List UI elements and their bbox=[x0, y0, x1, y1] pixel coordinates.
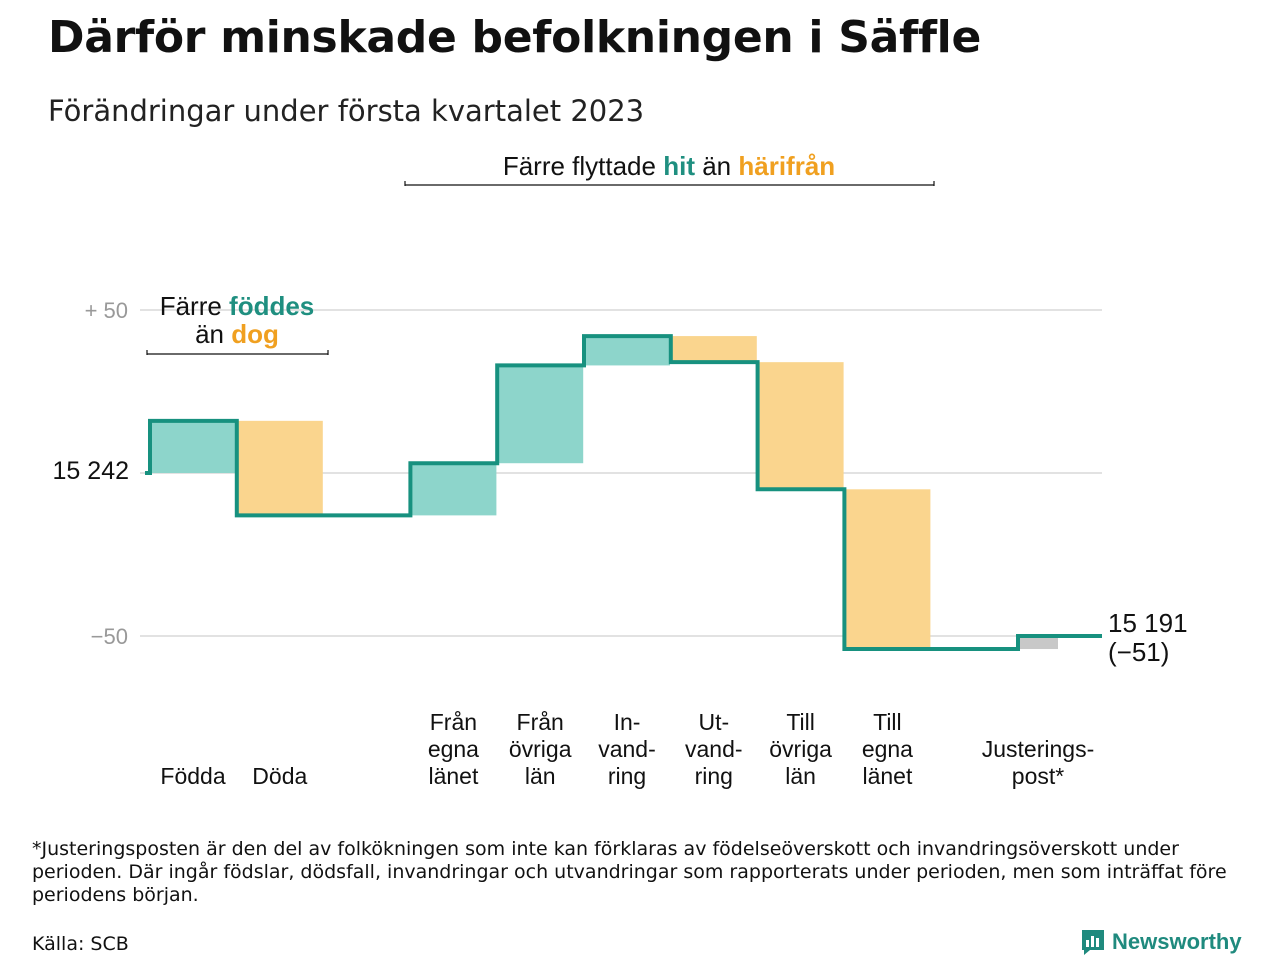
x-axis-label: Från bbox=[430, 709, 477, 735]
x-axis-label: Justerings- bbox=[982, 736, 1094, 762]
footnote: *Justeringsposten är den del av folkökni… bbox=[32, 838, 1227, 906]
y-tick-label: + 50 bbox=[85, 298, 128, 323]
y-tick-label: −50 bbox=[91, 624, 128, 649]
end-change-label: (−51) bbox=[1108, 637, 1169, 667]
x-axis-label: In- bbox=[614, 709, 641, 735]
annotation-births-deaths-line2: än dog bbox=[195, 319, 279, 349]
x-axis-label: länet bbox=[428, 763, 478, 789]
x-axis-label: Döda bbox=[252, 763, 307, 789]
logo-text: Newsworthy bbox=[1112, 929, 1242, 954]
x-axis-label: egna bbox=[862, 736, 913, 762]
newsworthy-logo-icon bbox=[1082, 930, 1104, 955]
waterfall-bar bbox=[1020, 636, 1058, 650]
x-axis-label: ring bbox=[608, 763, 646, 789]
x-axis-label: län bbox=[525, 763, 556, 789]
x-axis-label: post* bbox=[1012, 763, 1064, 789]
x-axis-label: vand- bbox=[685, 736, 743, 762]
x-axis-label: ring bbox=[695, 763, 733, 789]
end-value-label: 15 191 bbox=[1108, 608, 1188, 638]
x-axis-label: Från bbox=[517, 709, 564, 735]
waterfall-bar bbox=[584, 336, 670, 366]
waterfall-bar bbox=[757, 362, 844, 490]
x-axis-label: Till bbox=[786, 709, 815, 735]
waterfall-bar bbox=[150, 420, 236, 473]
annotation-migration: Färre flyttade hit än härifrån bbox=[503, 151, 835, 181]
x-axis-label: Ut- bbox=[698, 709, 729, 735]
annotation-births-deaths-line1: Färre föddes bbox=[160, 291, 315, 321]
newsworthy-logo: Newsworthy bbox=[1080, 928, 1242, 956]
waterfall-bar bbox=[410, 463, 497, 516]
cumulative-step-line bbox=[145, 334, 1102, 652]
chart-title: Därför minskade befolkningen i Säffle bbox=[48, 12, 982, 63]
x-axis-label: län bbox=[785, 763, 816, 789]
x-axis-label: länet bbox=[862, 763, 912, 789]
waterfall-bar bbox=[670, 336, 757, 363]
start-value-label: 15 242 bbox=[53, 457, 129, 485]
waterfall-bar bbox=[236, 420, 323, 516]
chart-subtitle: Förändringar under första kvartalet 2023 bbox=[48, 94, 645, 128]
x-axis-label: övriga bbox=[769, 736, 832, 762]
x-axis-label: övriga bbox=[509, 736, 572, 762]
source-credit: Källa: SCB bbox=[32, 933, 129, 955]
x-axis-label: vand- bbox=[598, 736, 656, 762]
x-axis-label: Födda bbox=[160, 763, 225, 789]
x-axis-label: egna bbox=[428, 736, 479, 762]
waterfall-bar bbox=[497, 365, 584, 464]
x-axis-label: Till bbox=[873, 709, 902, 735]
waterfall-bar bbox=[844, 489, 931, 650]
